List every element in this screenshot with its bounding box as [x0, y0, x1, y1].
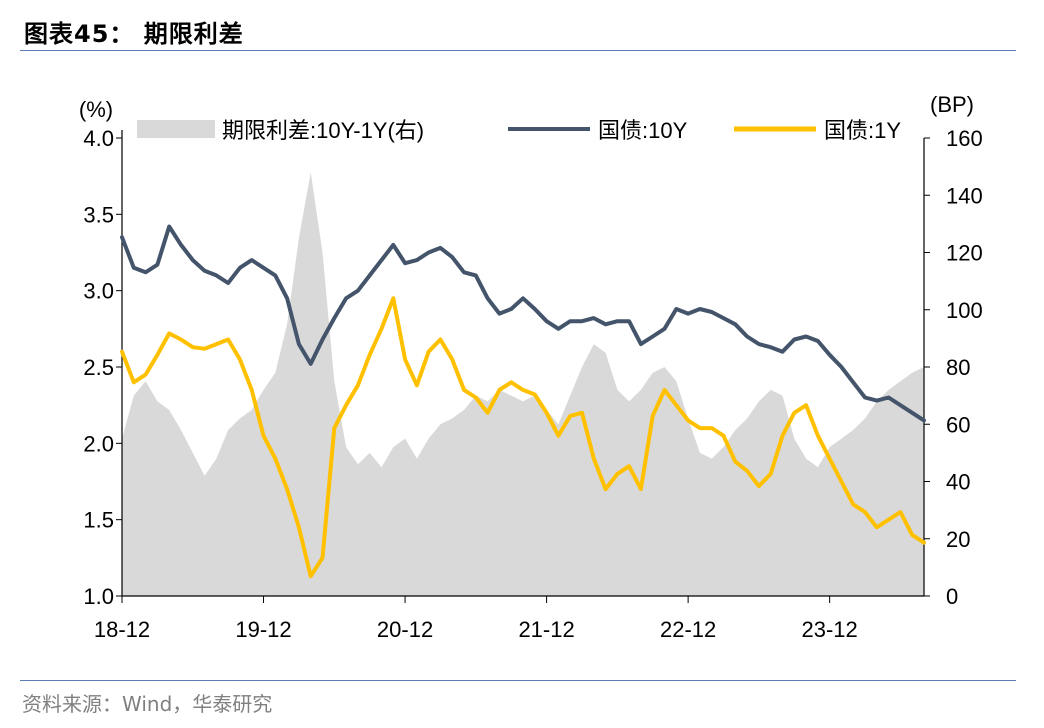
title-divider: [20, 50, 1016, 51]
x-tick-label: 19-12: [235, 617, 291, 642]
left-tick-label: 1.0: [83, 584, 114, 609]
x-tick-label: 20-12: [377, 617, 433, 642]
right-tick-label: 60: [946, 412, 970, 437]
left-tick-label: 2.0: [83, 431, 114, 456]
left-tick-label: 2.5: [83, 355, 114, 380]
right-tick-label: 140: [946, 183, 983, 208]
source-note: 资料来源：Wind，华泰研究: [22, 692, 273, 716]
left-tick-label: 1.5: [83, 508, 114, 533]
right-tick-label: 80: [946, 355, 970, 380]
dual-axis-line-chart: 1.0 1.5 2.0 2.5 3.0 3.5 4.0 0 20 40 60 80 100 120 140 1…: [79, 92, 983, 642]
legend-label-1y: 国债:1Y: [824, 118, 901, 143]
right-tick-label: 100: [946, 298, 983, 323]
left-tick-label: 4.0: [83, 126, 114, 151]
legend-swatch-spread: [137, 120, 215, 138]
right-tick-label: 40: [946, 470, 970, 495]
legend-label-10y: 国债:10Y: [598, 118, 688, 143]
left-tick-label: 3.5: [83, 202, 114, 227]
x-tick-label: 23-12: [802, 617, 858, 642]
x-tick-label: 22-12: [660, 617, 716, 642]
right-tick-label: 0: [946, 584, 958, 609]
series-10y-line: [120, 224, 926, 423]
right-tick-label: 120: [946, 241, 983, 266]
legend-label-spread: 期限利差:10Y-1Y(右): [222, 118, 424, 143]
x-tick-label: 21-12: [518, 617, 574, 642]
series-1y-line: [120, 296, 926, 579]
figure-title: 图表45： 期限利差: [24, 20, 244, 48]
x-tick-label: 18-12: [94, 617, 150, 642]
source-divider: [20, 680, 1016, 681]
right-axis-unit: (BP): [930, 92, 974, 117]
spread-area: [122, 172, 924, 597]
right-tick-label: 160: [946, 126, 983, 151]
left-tick-label: 3.0: [83, 279, 114, 304]
left-axis-unit: (%): [79, 97, 113, 122]
right-tick-label: 20: [946, 527, 970, 552]
